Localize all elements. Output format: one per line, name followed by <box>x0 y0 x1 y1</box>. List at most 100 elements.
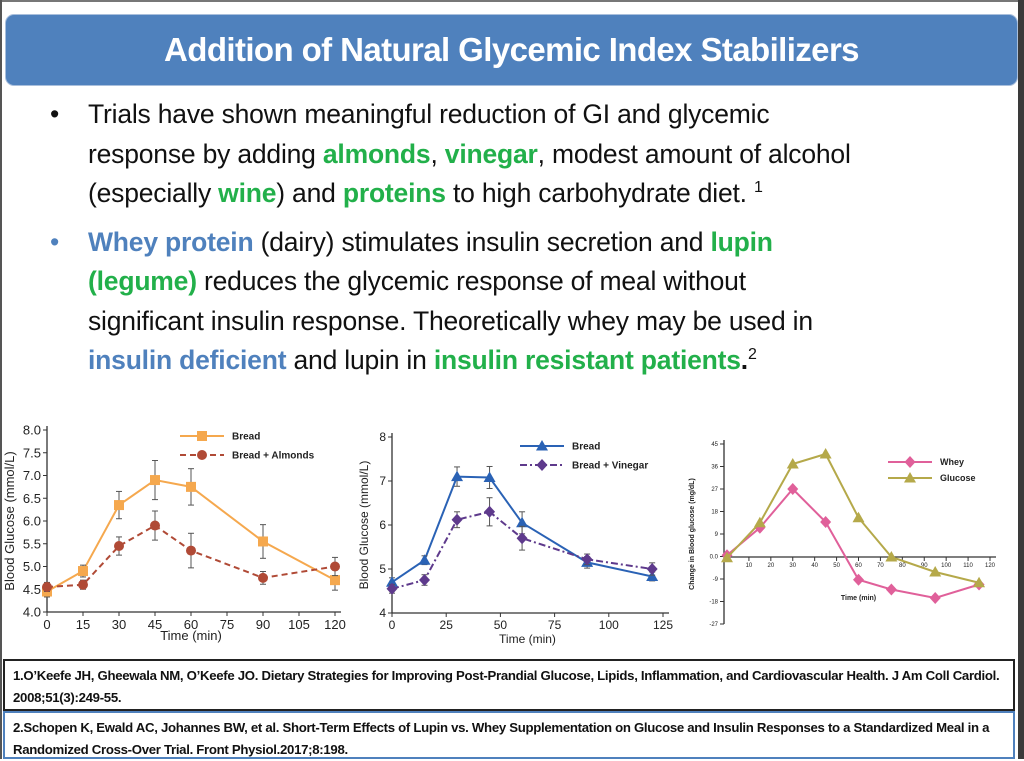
y-tick-label: 6.5 <box>23 491 41 506</box>
circle-marker <box>330 561 340 572</box>
y-axis-label: Blood Glucose (mmol/L) <box>357 461 371 590</box>
text: , <box>430 138 445 169</box>
y-tick-label: 5 <box>379 562 386 576</box>
circle-marker <box>197 450 207 460</box>
triangle-marker <box>516 516 529 528</box>
x-tick-label: 60 <box>184 617 198 632</box>
triangle-marker <box>852 511 865 523</box>
x-tick-label: 25 <box>440 618 454 632</box>
text: (especially <box>88 178 219 208</box>
triangle-marker <box>904 472 916 483</box>
y-tick-label: 27 <box>711 487 718 493</box>
x-tick-label: 0 <box>43 617 50 632</box>
legend-item: Bread <box>520 440 600 453</box>
text: to high carbohydrate diet. <box>445 178 754 208</box>
diamond-marker <box>451 513 463 526</box>
x-tick-label: 15 <box>76 617 90 632</box>
diamond-marker <box>929 592 941 604</box>
chart-1: 4.0 4.5 5.0 5.5 6.0 6.5 7.0 7.5 8.0 0 15 30 45 60 75 90… <box>2 423 346 643</box>
y-tick-label: 4.5 <box>23 582 41 597</box>
x-tick-label: 45 <box>148 617 162 632</box>
x-tick-label: 80 <box>899 563 906 569</box>
x-tick-label: 90 <box>921 563 928 569</box>
x-tick-label: 120 <box>985 563 996 569</box>
legend-item: Whey <box>888 456 964 468</box>
square-marker <box>258 536 268 547</box>
slide-right-edge <box>1018 0 1024 759</box>
y-tick-label: 0.0 <box>710 555 719 561</box>
legend-label: Whey <box>940 457 964 467</box>
series-bread <box>42 459 340 598</box>
text: , modest amount of alcohol <box>537 138 851 169</box>
x-axis-label: Time (min) <box>841 595 876 602</box>
x-tick-label: 125 <box>653 618 673 632</box>
y-tick-label: 4.0 <box>23 605 41 620</box>
x-tick-label: 75 <box>548 618 562 632</box>
y-tick-label: 6.0 <box>23 514 41 529</box>
x-tick-label: 75 <box>220 617 234 632</box>
y-tick-label: 5.0 <box>23 559 41 574</box>
series-line <box>726 452 980 584</box>
legend-label: Glucose <box>940 473 976 483</box>
diamond-marker <box>484 505 496 518</box>
series-whey <box>721 483 985 604</box>
triangle-marker <box>973 576 986 588</box>
chart-3: -27 -18 -9 0.0 9 18 27 36 45 10 20 30 40 50 60 70 80 90 10… <box>689 440 996 628</box>
x-tick-label: 120 <box>324 617 346 632</box>
legend-item: Glucose <box>888 472 976 483</box>
diamond-marker <box>516 532 528 545</box>
x-tick-label: 100 <box>941 563 952 569</box>
text: and lupin in <box>286 345 434 375</box>
citation-2: 2 <box>747 346 757 363</box>
x-tick-label: 20 <box>767 563 774 569</box>
y-tick-label: 9 <box>715 532 719 538</box>
series-bread-vinegar <box>386 497 658 595</box>
highlight-insulin-deficient: insulin deficient <box>88 345 287 375</box>
series-bread-almonds <box>42 510 340 593</box>
triangle-marker <box>721 551 733 563</box>
x-tick-label: 10 <box>746 563 753 569</box>
series-line <box>726 487 980 600</box>
triangle-marker <box>786 458 799 469</box>
bullet-marker: • <box>50 226 60 257</box>
legend-label: Bread + Vinegar <box>572 461 648 472</box>
y-tick-label: 36 <box>711 465 718 471</box>
text: . <box>740 345 748 375</box>
x-tick-label: 105 <box>288 617 310 632</box>
diamond-marker <box>646 563 658 575</box>
chart-2: 4 5 6 7 8 0 25 50 75 100 125 Time (min) Blood Glucos… <box>357 430 673 646</box>
slide-left-edge <box>0 0 2 759</box>
circle-marker <box>114 541 124 552</box>
diamond-marker <box>581 553 593 566</box>
square-marker <box>150 475 160 486</box>
diamond-marker <box>787 483 799 495</box>
triangle-marker <box>646 570 659 581</box>
y-tick-label: 6 <box>379 518 386 532</box>
text: response by adding <box>88 138 323 169</box>
x-tick-label: 60 <box>855 563 862 569</box>
series-glucose <box>721 448 986 588</box>
y-axis-label: Change in Blood glucose (mg/dL) <box>689 478 696 590</box>
triangle-marker <box>819 448 832 459</box>
x-tick-label: 0 <box>389 618 396 632</box>
x-axis-label: Time (min) <box>499 632 556 646</box>
bullet-item: • Trials have shown meaningful reduction… <box>50 95 980 214</box>
circle-marker <box>150 520 160 531</box>
bullet-list: • Trials have shown meaningful reduction… <box>50 95 980 381</box>
y-axis-label: Blood Glucose (mmol/L) <box>2 451 17 590</box>
highlight-proteins: proteins <box>342 178 446 208</box>
y-tick-label: 7 <box>379 474 386 488</box>
highlight-wine: wine <box>218 178 277 208</box>
y-tick-label: -27 <box>709 622 718 628</box>
triangle-marker <box>418 554 431 565</box>
diamond-marker <box>853 573 864 586</box>
circle-marker <box>42 581 52 592</box>
y-tick-label: 4 <box>379 606 386 620</box>
diamond-marker <box>419 574 431 586</box>
citation-1: 1 <box>753 179 763 196</box>
highlight-insulin-resistant: insulin resistant patients <box>433 345 741 375</box>
square-marker <box>78 566 88 577</box>
y-tick-label: 5.5 <box>23 536 41 551</box>
x-tick-label: 30 <box>789 563 796 569</box>
